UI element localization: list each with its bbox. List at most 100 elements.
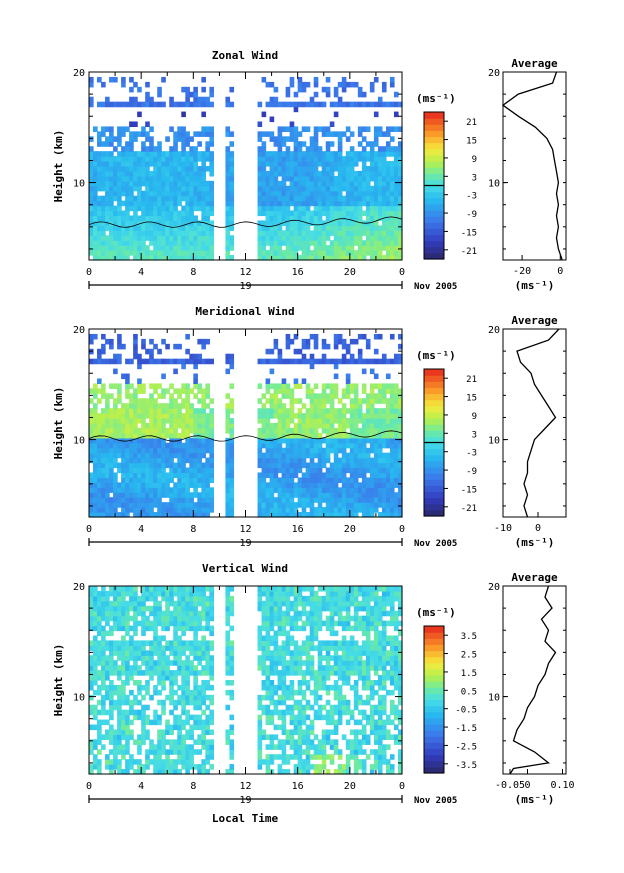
heatmap-cell — [141, 215, 146, 222]
heatmap-cell — [397, 245, 403, 251]
heatmap-cell — [117, 462, 122, 469]
heatmap-cell — [281, 423, 287, 429]
heatmap-cell — [341, 403, 347, 409]
heatmap-cell — [269, 709, 275, 716]
heatmap-cell — [345, 348, 351, 355]
heatmap-cell — [161, 210, 166, 217]
heatmap-cell — [137, 240, 142, 246]
heatmap-cell — [281, 383, 287, 389]
heatmap-cell — [133, 699, 138, 706]
heatmap-cell — [193, 230, 198, 236]
heatmap-cell — [105, 694, 110, 701]
heatmap-cell — [185, 200, 190, 207]
colorbar-segment — [424, 203, 444, 211]
heatmap-cell — [93, 507, 98, 513]
heatmap-cell — [313, 156, 319, 162]
heatmap-cell — [205, 96, 210, 103]
profile-y-tick-label: 10 — [488, 179, 500, 190]
heatmap-cell — [209, 437, 214, 444]
heatmap-cell — [153, 215, 158, 222]
heatmap-cell — [297, 240, 303, 246]
heatmap-cell — [201, 600, 206, 607]
heatmap-cell — [133, 215, 138, 222]
heatmap-cell — [205, 749, 210, 755]
heatmap-cell — [257, 724, 263, 731]
heatmap-cell — [265, 680, 271, 686]
heatmap-cell — [297, 423, 303, 429]
heatmap-cell — [293, 413, 299, 419]
heatmap-cell — [329, 492, 335, 498]
heatmap-cell — [173, 749, 178, 755]
heatmap-cell — [281, 126, 287, 132]
heatmap-cell — [137, 605, 142, 612]
heatmap-cell — [125, 497, 130, 503]
heatmap-cell — [273, 665, 279, 671]
heatmap-cell — [165, 719, 170, 726]
heatmap-cell — [109, 393, 114, 399]
heatmap-cell — [301, 442, 307, 449]
heatmap-cell — [109, 166, 114, 172]
heatmap-cell — [153, 255, 158, 261]
heatmap-cell — [205, 472, 210, 479]
heatmap-cell — [281, 185, 287, 192]
heatmap-cell — [369, 467, 375, 474]
heatmap-cell — [393, 398, 399, 404]
colorbar-segment — [424, 124, 444, 131]
heatmap-cell — [137, 185, 142, 192]
heatmap-cell — [209, 660, 214, 666]
heatmap-cell — [149, 487, 154, 493]
heatmap-cell — [129, 205, 134, 212]
heatmap-cell — [313, 437, 319, 444]
heatmap-cell — [89, 492, 94, 498]
heatmap-cell — [285, 452, 291, 459]
heatmap-cell — [257, 729, 263, 736]
heatmap-cell — [113, 620, 118, 627]
heatmap-cell — [353, 403, 359, 409]
heatmap-cell — [161, 675, 166, 681]
heatmap-cell — [177, 432, 182, 439]
heatmap-cell — [265, 195, 271, 202]
heatmap-cell — [273, 413, 279, 419]
heatmap-cell — [337, 245, 343, 251]
heatmap-cell — [281, 492, 287, 498]
heatmap-cell — [89, 235, 94, 241]
heatmap-cell — [113, 161, 118, 167]
heatmap-cell — [165, 605, 170, 612]
colorbar-tick-label: 9 — [472, 155, 477, 165]
heatmap-cell — [157, 477, 162, 483]
heatmap-cell — [125, 670, 130, 676]
heatmap-cell — [269, 195, 275, 202]
heatmap-cell — [389, 358, 395, 365]
heatmap-cell — [121, 467, 126, 474]
heatmap-cell — [181, 225, 186, 231]
heatmap-cell — [149, 423, 154, 429]
heatmap-cell — [181, 245, 186, 251]
heatmap-cell — [117, 694, 122, 701]
heatmap-cell — [317, 507, 323, 513]
heatmap-cell — [177, 195, 182, 202]
heatmap-cell — [293, 170, 299, 177]
heatmap-cell — [297, 101, 303, 108]
heatmap-cell — [117, 418, 122, 424]
heatmap-cell — [225, 660, 231, 666]
heatmap-cell — [185, 684, 190, 691]
heatmap-cell — [397, 432, 403, 439]
heatmap-cell — [297, 255, 303, 261]
heatmap-cell — [321, 161, 327, 167]
heatmap-cell — [149, 675, 154, 681]
heatmap-cell — [101, 240, 106, 246]
heatmap-cell — [145, 413, 150, 419]
heatmap-cell — [193, 620, 198, 627]
heatmap-cell — [125, 418, 130, 424]
heatmap-cell — [209, 586, 214, 592]
heatmap-cell — [261, 250, 267, 256]
heatmap-cell — [181, 383, 186, 389]
heatmap-cell — [113, 739, 118, 745]
heatmap-cell — [205, 650, 210, 656]
heatmap-cell — [193, 704, 198, 711]
heatmap-cell — [157, 610, 162, 617]
heatmap-cell — [173, 615, 178, 622]
heatmap-cell — [381, 220, 387, 226]
heatmap-cell — [109, 487, 114, 493]
heatmap-cell — [381, 230, 387, 236]
